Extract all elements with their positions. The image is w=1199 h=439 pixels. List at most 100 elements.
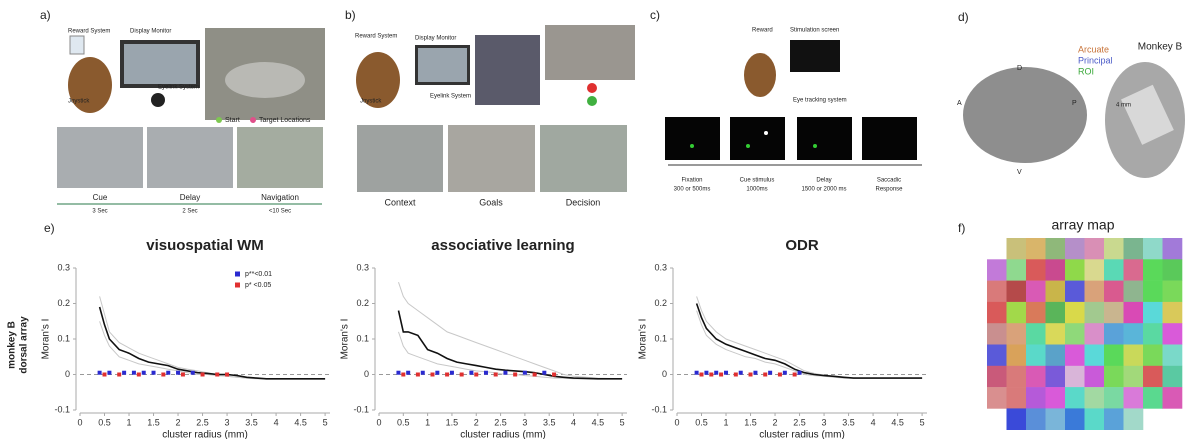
array-cell	[1046, 387, 1066, 409]
chart-title: associative learning	[431, 237, 574, 254]
line-series	[697, 311, 923, 379]
array-cell	[1104, 366, 1124, 388]
text: Decision	[566, 197, 601, 207]
significance-marker	[406, 371, 410, 375]
text: 1000ms	[746, 187, 767, 193]
panel-label: b)	[345, 8, 356, 22]
significance-marker	[142, 371, 146, 375]
text: Delay	[180, 193, 200, 202]
significance-marker	[201, 373, 205, 377]
array-cell	[1065, 302, 1085, 324]
array-cell	[1104, 238, 1124, 260]
array-cell	[1007, 302, 1027, 324]
significance-marker	[181, 373, 185, 377]
monkey-drawing	[744, 53, 776, 97]
array-cell	[1143, 281, 1163, 303]
text: 3 Sec	[92, 209, 107, 215]
array-cell	[1007, 345, 1027, 367]
array-cell	[1085, 281, 1105, 303]
x-tick-label: 4	[274, 417, 279, 427]
array-cell	[987, 302, 1007, 324]
text: 1500 or 2000 ms	[801, 187, 846, 193]
panel-label: e)	[44, 221, 55, 235]
text: D	[1017, 65, 1022, 72]
text: Joystick	[68, 99, 90, 105]
array-cell	[1163, 323, 1183, 345]
heatmap-title: array map	[1051, 217, 1114, 233]
x-tick-label: 2.5	[196, 417, 209, 427]
panel-label: a)	[40, 8, 51, 22]
text: Reward	[752, 28, 773, 34]
line-series	[100, 307, 326, 379]
significance-marker	[137, 373, 141, 377]
array-cell	[1007, 281, 1027, 303]
x-axis-label: cluster radius (mm)	[759, 430, 845, 439]
significance-marker	[700, 373, 704, 377]
x-tick-label: 3	[522, 417, 527, 427]
significance-marker	[152, 371, 156, 375]
array-cell	[987, 259, 1007, 281]
text: Monkey B	[1138, 42, 1183, 53]
array-cell	[1026, 302, 1046, 324]
monkey-drawing	[68, 57, 112, 113]
panel-label: f)	[958, 221, 965, 235]
y-tick-label: 0	[65, 369, 70, 379]
text: Display Monitor	[130, 29, 171, 35]
significance-marker	[215, 373, 219, 377]
array-cell	[1143, 238, 1163, 260]
significance-marker	[416, 373, 420, 377]
significance-marker	[695, 371, 699, 375]
array-cell	[1007, 259, 1027, 281]
x-tick-label: 4.5	[891, 417, 904, 427]
array-cell	[1124, 408, 1144, 430]
text: Start	[225, 117, 240, 124]
x-tick-label: 3.5	[842, 417, 855, 427]
significance-marker	[421, 371, 425, 375]
legend-label: p* <0.05	[245, 282, 271, 289]
array-cell	[1085, 259, 1105, 281]
significance-marker	[523, 371, 527, 375]
panel-label: c)	[650, 8, 660, 22]
array-cell	[1143, 366, 1163, 388]
significance-marker	[783, 371, 787, 375]
text: Stimulation screen	[790, 28, 839, 34]
array-cell	[987, 281, 1007, 303]
y-tick-label: -0.1	[651, 404, 667, 414]
x-tick-label: 2.5	[494, 417, 507, 427]
array-cell	[1163, 366, 1183, 388]
array-cell	[1085, 345, 1105, 367]
trial-frame	[730, 117, 785, 160]
array-cell	[1007, 387, 1027, 409]
significance-marker	[484, 371, 488, 375]
text: Cue	[93, 193, 108, 202]
fixation	[746, 144, 750, 148]
array-cell	[1026, 408, 1046, 430]
significance-marker	[161, 373, 165, 377]
maze-map	[475, 35, 540, 105]
array-cell	[1104, 345, 1124, 367]
eyelink-camera	[151, 93, 165, 107]
x-tick-label: 4	[871, 417, 876, 427]
array-cell	[1046, 238, 1066, 260]
panel-label: d)	[958, 10, 969, 24]
array-cell	[1026, 259, 1046, 281]
reward-bottle	[70, 36, 84, 54]
array-cell	[1124, 323, 1144, 345]
stimulation-screen	[790, 40, 840, 72]
array-cell	[1007, 323, 1027, 345]
significance-marker	[225, 373, 229, 377]
target-dot	[250, 117, 256, 123]
text: ROI	[1078, 66, 1094, 76]
text: Eye tracking system	[793, 98, 847, 104]
array-cell	[1104, 387, 1124, 409]
x-tick-label: 2	[176, 417, 181, 427]
screenshot	[448, 125, 535, 192]
panel-d: d) Arcuate Principal ROI Monkey B D V A …	[957, 10, 1185, 178]
significance-marker	[122, 371, 126, 375]
line-series	[697, 296, 923, 378]
array-cell	[1143, 345, 1163, 367]
text: Fixation	[681, 178, 702, 184]
x-tick-label: 5	[620, 417, 625, 427]
array-cell	[1124, 345, 1144, 367]
array-cell	[1065, 387, 1085, 409]
